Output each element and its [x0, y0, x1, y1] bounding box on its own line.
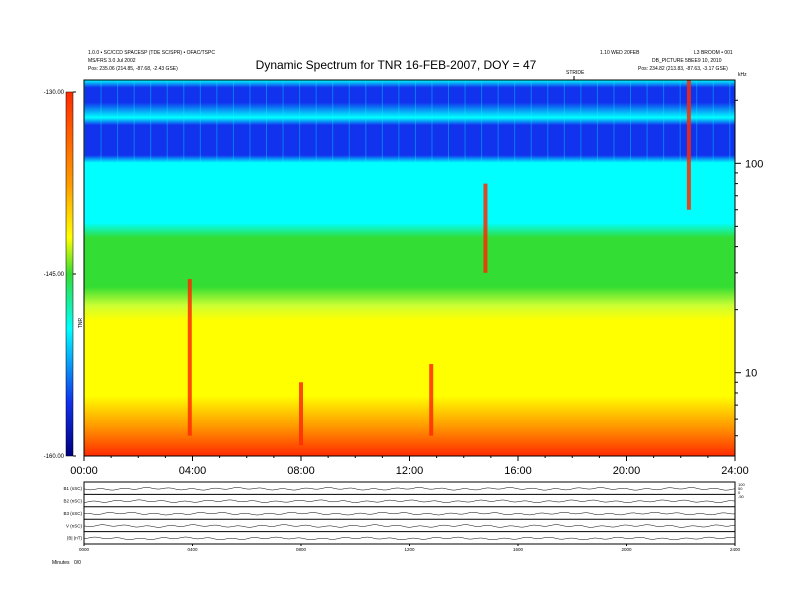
spectrum-streak	[696, 80, 698, 163]
spectrum-streak	[133, 80, 135, 163]
header-right-line2: L3 BROOM • 001	[694, 50, 733, 56]
spectrum-streak	[596, 80, 598, 163]
spectrum-streak	[431, 80, 433, 163]
panel-trace	[83, 512, 735, 516]
spectrum-streak	[514, 80, 516, 163]
header-right-line4: Pos: 234.82 (213.83, -87.63, -3.17 GSE)	[638, 66, 728, 72]
colorbar-tick-label: -130.00	[44, 90, 65, 96]
burst-4	[686, 80, 691, 210]
x-tick-label: 04:00	[179, 465, 207, 477]
y-unit-label: kHz	[738, 72, 747, 78]
spectrum-streak	[481, 80, 483, 163]
spectrum-streak	[398, 80, 400, 163]
spectrum-streak	[332, 80, 334, 163]
panel-row-label: V (nSC)	[66, 523, 83, 528]
spectrum-streak	[100, 80, 102, 163]
panel-right-label: 0	[738, 490, 741, 495]
panel-trace	[83, 536, 736, 541]
spectrum-streak	[563, 80, 565, 163]
spectrum-streak	[448, 80, 450, 163]
header-left-line3: Pos: 235.06 (214.85, -87.68, -2.43 GSE)	[88, 66, 178, 72]
panel-trace	[83, 499, 736, 503]
panel-right-label: 50	[738, 486, 743, 491]
panel-right-label: 100	[738, 482, 745, 487]
spectrum-streak	[712, 80, 714, 163]
x-tick-label: 08:00	[287, 465, 315, 477]
spectrum-streak	[249, 80, 251, 163]
panel-right-label: -50	[738, 494, 745, 499]
spectrum-streak	[365, 80, 367, 163]
panel-row-label: B3 (nSC)	[63, 511, 82, 516]
colorbar-tick-label: -160.00	[44, 454, 65, 460]
x-tick-label: 16:00	[504, 465, 532, 477]
panel-row-label: B2 (nSC)	[63, 498, 82, 503]
spectrum-streak	[183, 80, 185, 163]
spectrum-streak	[663, 80, 665, 163]
y-tick-label: 100	[745, 158, 763, 170]
spectrum-streak	[381, 80, 383, 163]
burst-3	[483, 183, 488, 273]
panel-trace	[83, 524, 736, 528]
panel-x-tick-label: 0000	[79, 547, 90, 552]
x-tick-label: 24:00	[721, 465, 749, 477]
panel-x-tick-label: 2000	[621, 547, 632, 552]
spectrum-streak	[613, 80, 615, 163]
spectrum-streak	[266, 80, 268, 163]
spectrum-streak	[282, 80, 284, 163]
spectrum-streak	[150, 80, 152, 163]
spectrum-streak	[497, 80, 499, 163]
panel-x-tick-label: 0800	[296, 547, 307, 552]
spectrum-background	[84, 80, 735, 456]
x-tick-label: 00:00	[70, 465, 98, 477]
colorbar-label: TNR	[78, 317, 85, 329]
spectrum-streak	[464, 80, 466, 163]
chart-title: Dynamic Spectrum for TNR 16-FEB-2007, DO…	[255, 58, 537, 72]
burst-2	[429, 364, 434, 436]
spectrum-streak	[216, 80, 218, 163]
panel-row-label: |B| (nT)	[67, 536, 82, 541]
header-right-line1: 1.10 WED 20FEB	[600, 50, 640, 56]
panel-trace	[83, 487, 736, 491]
colorbar-tick-label: -145.00	[44, 272, 65, 278]
burst-0	[187, 279, 192, 436]
footer-right-label: 0/0	[74, 560, 81, 566]
spectrum-streak	[117, 80, 119, 163]
panel-frame	[83, 481, 736, 545]
spectrum-streak	[299, 80, 301, 163]
panel-x-tick-label: 1200	[404, 547, 415, 552]
y-tick-label: 10	[745, 368, 757, 380]
colorbar	[65, 91, 74, 457]
spectrum-streak	[348, 80, 350, 163]
spectrum-streak	[166, 80, 168, 163]
spectrum-streak	[199, 80, 201, 163]
spectrum-streak	[646, 80, 648, 163]
x-tick-label: 12:00	[396, 465, 424, 477]
marker-label: STRIDE	[566, 70, 585, 76]
header-right-line3: DB_PICTURE 5BEE9 10, 2010	[652, 58, 722, 64]
spectrum-streak	[630, 80, 632, 163]
spectrum-streak	[729, 80, 731, 163]
spectrum-streak	[679, 80, 681, 163]
panel-x-tick-label: 2400	[730, 547, 741, 552]
panel-row-label: B1 (nSC)	[63, 486, 82, 491]
spectrum-streak	[547, 80, 549, 163]
spectrum-streak	[414, 80, 416, 163]
footer-left-label: Minutes	[52, 560, 70, 566]
header-left-line2: MS/FRS 3.0 Jul 2002	[88, 58, 136, 64]
panel-x-tick-label: 1600	[513, 547, 524, 552]
header-left-line1: 1.0.0 • SC/CCD SPACESP (TDE SC/SPR) • OF…	[88, 50, 215, 56]
x-tick-label: 20:00	[613, 465, 641, 477]
burst-1	[299, 382, 303, 446]
spectrum-streak	[530, 80, 532, 163]
spectrum-streak	[232, 80, 234, 163]
spectrum-streak	[315, 80, 317, 163]
panel-x-tick-label: 0400	[187, 547, 198, 552]
spectrum-streak	[580, 80, 582, 163]
